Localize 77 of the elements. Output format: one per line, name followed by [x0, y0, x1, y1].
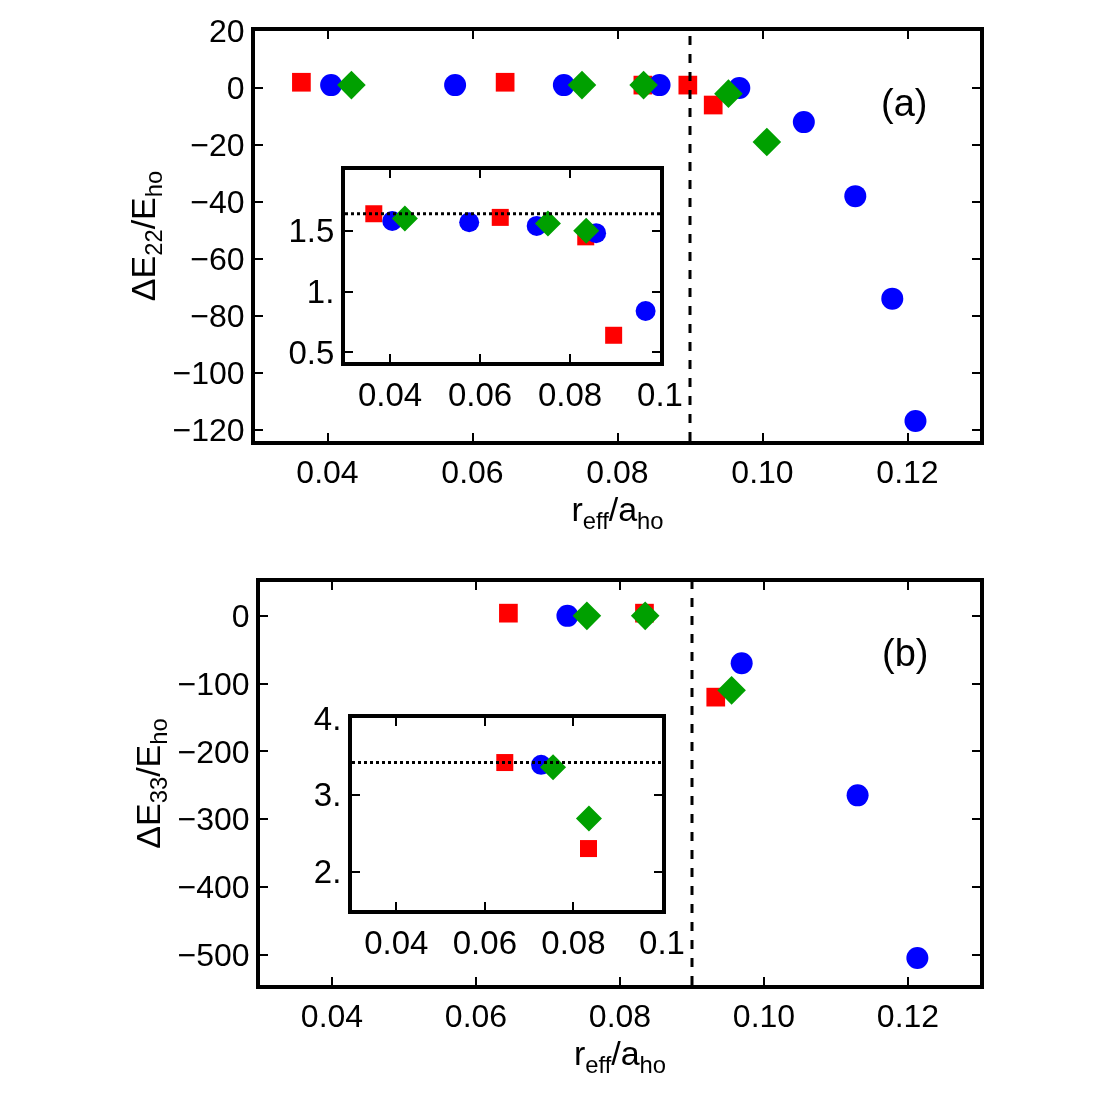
y-tick-label: 3. — [313, 776, 342, 814]
point — [499, 603, 518, 623]
x-tick-label: 0.04 — [364, 923, 429, 961]
y-tick-label: −400 — [177, 868, 250, 905]
x-tick-label: 0.08 — [588, 998, 652, 1035]
y-tick-label: −200 — [177, 733, 250, 770]
point — [573, 217, 600, 244]
point — [444, 74, 467, 97]
y-tick-label: 4. — [313, 699, 342, 737]
point — [292, 72, 311, 92]
point — [630, 601, 660, 631]
point — [572, 601, 602, 631]
point — [575, 805, 602, 832]
x-tick-label: 0.10 — [732, 998, 796, 1035]
point — [491, 208, 509, 226]
point — [320, 74, 343, 97]
point — [635, 300, 656, 321]
point — [844, 185, 867, 208]
y-tick-label: −40 — [190, 184, 245, 221]
point — [881, 287, 904, 310]
point — [703, 95, 723, 115]
point — [730, 652, 753, 675]
point — [605, 326, 623, 344]
point — [391, 205, 418, 232]
x-tick-label: 0.06 — [452, 923, 517, 961]
y-tick-label: −120 — [172, 411, 245, 448]
x-tick-label: 0.08 — [586, 454, 649, 491]
point — [678, 75, 698, 95]
x-tick-label: 0.04 — [296, 454, 359, 491]
y-tick-label: 20 — [209, 13, 245, 50]
y-tick-label: −20 — [190, 127, 245, 164]
point — [540, 754, 567, 781]
x-tick-label: 0.06 — [441, 454, 504, 491]
y-tick-label: −80 — [190, 297, 245, 334]
y-tick-label: 0 — [231, 598, 250, 635]
point — [752, 127, 782, 157]
x-axis-title: r$_{eff}$/a$_{ho}$ — [571, 490, 664, 534]
y-tick-label: 1. — [306, 273, 335, 311]
point — [714, 79, 743, 108]
x-tick-label: 0.1 — [637, 375, 683, 413]
point — [629, 70, 658, 100]
point — [717, 676, 746, 705]
point — [846, 784, 869, 807]
point — [496, 754, 514, 772]
point — [365, 205, 383, 223]
x-tick-label: 0.12 — [876, 998, 940, 1035]
x-tick-label: 0.10 — [731, 454, 794, 491]
annotation: (b) — [882, 632, 929, 674]
point — [534, 210, 561, 237]
x-tick-label: 0.1 — [639, 923, 685, 961]
y-tick-label: −60 — [190, 240, 245, 277]
point — [567, 70, 597, 100]
y-tick-label: −500 — [177, 936, 250, 973]
y-tick-label: −100 — [177, 665, 250, 702]
annotation: (a) — [881, 82, 928, 124]
point — [904, 410, 927, 433]
x-axis-title: r$_{eff}$/a$_{ho}$ — [573, 1034, 667, 1078]
point — [337, 70, 366, 100]
point — [459, 212, 480, 233]
x-tick-label: 0.08 — [537, 375, 603, 413]
y-tick-label: 0.5 — [288, 333, 335, 371]
x-tick-label: 0.06 — [444, 998, 508, 1035]
x-tick-label: 0.12 — [876, 454, 939, 491]
y-tick-label: 2. — [313, 853, 342, 891]
point — [792, 111, 815, 134]
y-tick-label: 1.5 — [288, 212, 335, 250]
x-tick-label: 0.04 — [300, 998, 364, 1035]
point — [556, 604, 579, 627]
y-tick-label: −300 — [177, 801, 250, 838]
x-tick-label: 0.06 — [447, 375, 513, 413]
point — [579, 840, 597, 858]
point — [906, 946, 929, 969]
y-tick-label: −100 — [172, 354, 245, 391]
point — [495, 72, 515, 92]
y-tick-label: 0 — [226, 70, 245, 107]
x-tick-label: 0.08 — [541, 923, 606, 961]
x-tick-label: 0.04 — [357, 375, 423, 413]
